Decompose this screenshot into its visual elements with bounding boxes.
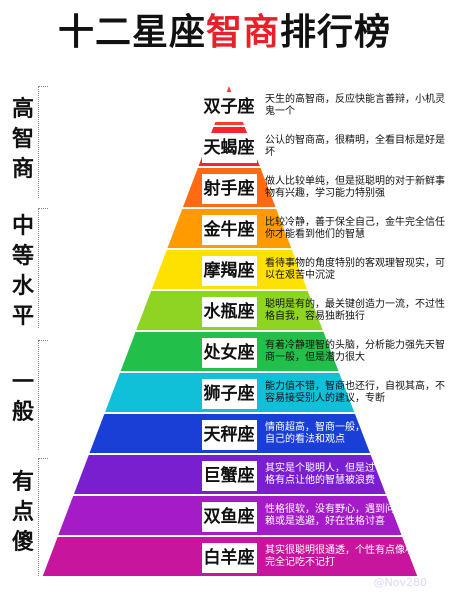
tier-name-text: 金牛座 [201,214,257,245]
side-label-average: 一般 [11,370,34,425]
tier-description: 比较冷静，善于保全自己，金牛完全信任你才能看到他们的智慧 [265,216,445,241]
tier-name: 射手座 [181,173,277,204]
tier-name: 巨蟹座 [181,460,277,491]
side-label-high: 高智商 [11,97,34,182]
watermark: @Nov280 [373,576,427,589]
tier-name: 金牛座 [181,214,277,245]
bracket-average [38,340,39,450]
tier-name-text: 水瓶座 [201,296,257,327]
tier-description: 看待事物的角度特别的客观理智现实，可以在艰苦中沉淀 [265,257,445,282]
tier-description: 其实是个聪明人，但是过于心软善良的性格有点让他的智慧被浪费 [265,462,445,487]
bracket-tick [38,340,48,341]
tier-name: 双子座 [181,91,277,122]
tier-name-text: 摩羯座 [201,255,257,286]
tier-name: 水瓶座 [181,296,277,327]
page-title: 十二星座智商排行榜 [0,8,449,58]
bracket-tick [38,208,48,209]
side-label-silly: 有点傻 [11,470,34,555]
tier-name-text: 双子座 [201,91,257,122]
tier-name-text: 处女座 [201,337,257,368]
tier-name: 双鱼座 [181,501,277,532]
tier-description: 聪明是有的，最关键创造力一流，不过性格自我，容易独断独行 [265,298,445,323]
tier-name: 狮子座 [181,378,277,409]
tier-description: 有着冷静理智的头脑，分析能力强先天智商一般，但是潜力很大 [265,339,445,364]
tier-name: 天秤座 [181,419,277,450]
tier-name-text: 白羊座 [201,542,257,573]
tier-description: 其实很聪明很通透，个性有点像小孩子，完全记吃不记打 [265,544,445,569]
title-part-1: 十二星座 [57,12,206,53]
tier-description: 性格很软，没有野心，遇到问题想的是依赖或是逃避，好在性格讨喜 [265,503,445,528]
tier-name-text: 狮子座 [201,378,257,409]
title-part-2: 智商 [205,12,280,53]
bracket-tick [38,458,48,459]
tier-name-text: 双鱼座 [201,501,257,532]
side-label-medium: 中等水平 [11,214,34,329]
tier-name: 白羊座 [181,542,277,573]
tier-name-text: 射手座 [201,173,257,204]
tier-description: 情商超高，智商一般，优柔寡断，不太有自己的看法和观点 [265,421,445,446]
bracket-medium [38,208,39,328]
tier-description: 公认的智商高，很精明，全看目标是好是坏 [265,134,445,159]
tier-name: 天蝎座 [181,132,277,163]
tier-name-text: 天蝎座 [201,132,257,163]
tier-description: 能力值不错，智商也还行，自视其高，不容易接受别人的建议，专断 [265,380,445,405]
tier-name-text: 天秤座 [201,419,257,450]
bracket-tick [38,86,48,87]
bracket-high [38,86,39,198]
title-part-3: 排行榜 [280,12,392,53]
tier-name: 处女座 [181,337,277,368]
bracket-silly [38,458,39,576]
tier-description: 做人比较单纯，但是挺聪明的对于新鲜事物有兴趣，学习能力特别强 [265,175,445,200]
tier-description: 天生的高智商，反应快能言善辩，小机灵鬼一个 [265,93,445,118]
tier-name: 摩羯座 [181,255,277,286]
tier-name-text: 巨蟹座 [201,460,257,491]
